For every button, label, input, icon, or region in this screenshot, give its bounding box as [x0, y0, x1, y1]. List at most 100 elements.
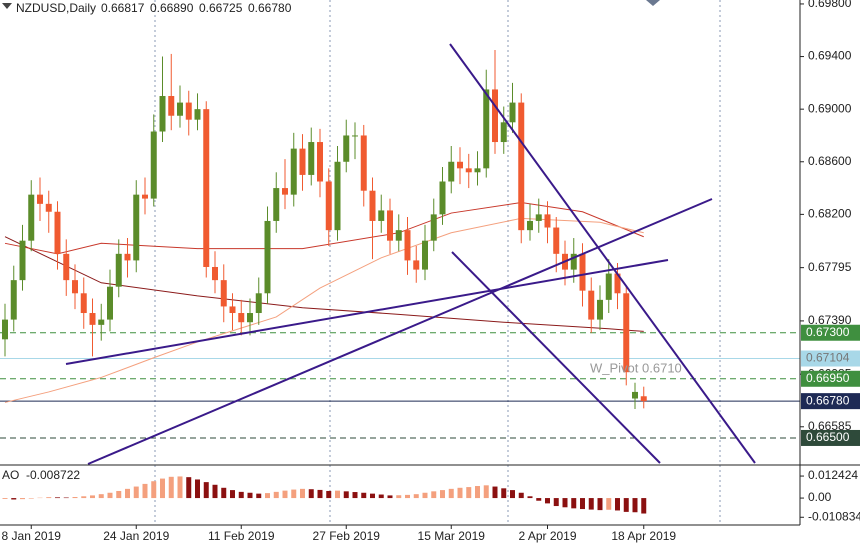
moving-average — [4, 217, 644, 403]
ao-tick-label: 0.012424 — [808, 468, 858, 482]
candle-body — [229, 306, 236, 314]
trendline — [87, 198, 713, 465]
candle-body — [308, 142, 315, 175]
ao-bar — [352, 492, 358, 499]
candle-body — [238, 313, 245, 323]
y-tick-label: 0.68200 — [808, 207, 852, 221]
candle-body — [72, 280, 78, 294]
ao-bar — [615, 498, 620, 511]
trendlines — [65, 43, 756, 465]
candle-body — [588, 290, 595, 320]
ao-bar — [448, 488, 454, 499]
ao-bar — [343, 491, 349, 499]
ao-bar — [606, 498, 612, 510]
level-tag — [801, 350, 860, 367]
ao-bar — [195, 479, 200, 499]
candle-body — [448, 161, 455, 182]
ao-bar — [203, 482, 209, 499]
candle-body — [19, 240, 26, 281]
moving-average — [4, 202, 644, 255]
level-label: 0.67104 — [806, 351, 850, 365]
candle-body — [483, 89, 490, 169]
y-tick-label: 0.68600 — [808, 154, 852, 168]
candles — [2, 49, 647, 410]
candle-body — [107, 286, 113, 320]
ao-bar — [168, 476, 174, 499]
ao-bar — [361, 492, 367, 499]
ao-bar — [553, 498, 559, 507]
candle-body — [395, 230, 402, 241]
ao-bar — [63, 497, 69, 499]
candle-body — [623, 293, 630, 373]
ao-bar — [431, 491, 437, 499]
candle-body — [492, 89, 498, 143]
ao-bar — [510, 490, 515, 499]
candle-body — [185, 102, 192, 120]
ao-bar — [11, 498, 17, 500]
candle-body — [465, 168, 472, 173]
ao-bar — [160, 478, 165, 499]
candle-body — [570, 253, 577, 270]
candle-body — [509, 102, 516, 123]
ohlc-close: 0.66780 — [248, 1, 292, 15]
x-tick-label: 18 Apr 2019 — [611, 529, 676, 543]
candle-body — [63, 253, 70, 281]
x-tick-label: 15 Mar 2019 — [418, 529, 486, 543]
candle-body — [343, 135, 350, 162]
candle-body — [45, 203, 52, 212]
ao-bar — [90, 495, 95, 499]
ao-bar — [545, 498, 550, 504]
candle-body — [89, 313, 96, 325]
candle-body — [334, 161, 341, 231]
y-tick-label: 0.67795 — [808, 260, 852, 274]
ao-bar — [256, 493, 262, 499]
ao-bar — [221, 487, 227, 499]
ao-bar — [413, 494, 419, 499]
candle-body — [282, 188, 288, 195]
ao-bar — [466, 487, 472, 499]
ao-bar — [98, 494, 104, 499]
ao-bar — [81, 496, 87, 499]
candle-body — [177, 102, 183, 116]
candle-body — [360, 135, 367, 191]
y-tick-label: 0.67390 — [808, 313, 852, 327]
candle-body — [2, 319, 8, 340]
level-label: 0.67300 — [806, 325, 850, 339]
candle-body — [98, 319, 105, 325]
ao-panel: -0.008722 0.012424 0.00 -0.010834 — [2, 468, 860, 523]
candle-body — [500, 122, 507, 143]
candle-body — [115, 253, 122, 287]
candle-body — [474, 168, 481, 173]
level-tag — [801, 393, 860, 410]
chart-title: NZDUSD,Daily — [16, 1, 96, 15]
candle-body — [597, 299, 603, 320]
candle-body — [142, 194, 148, 199]
candle-body — [413, 260, 420, 270]
ao-bar — [457, 487, 463, 499]
candle-body — [124, 253, 131, 261]
ao-bar — [177, 476, 183, 499]
x-tick-label: 11 Feb 2019 — [208, 529, 275, 543]
ao-bar — [641, 498, 647, 514]
level-tag — [801, 370, 860, 387]
candle-body — [10, 280, 17, 320]
ao-bar — [562, 498, 568, 508]
candle-body — [605, 273, 612, 300]
ao-bar — [20, 498, 25, 500]
candle-body — [439, 181, 446, 215]
candle-body — [247, 313, 253, 323]
candle-body — [80, 293, 87, 314]
candle-body — [290, 148, 297, 195]
candle-body — [325, 181, 332, 231]
ao-bar — [387, 495, 393, 499]
y-tick-label: 0.69000 — [808, 101, 852, 115]
ao-bar — [588, 498, 594, 510]
candle-body — [614, 273, 621, 294]
ao-bar — [133, 486, 139, 499]
levels — [0, 332, 800, 439]
ao-bar — [308, 489, 314, 499]
ao-bar — [273, 491, 279, 499]
x-tick-label: 24 Jan 2019 — [103, 529, 169, 543]
candle-body — [299, 148, 306, 175]
